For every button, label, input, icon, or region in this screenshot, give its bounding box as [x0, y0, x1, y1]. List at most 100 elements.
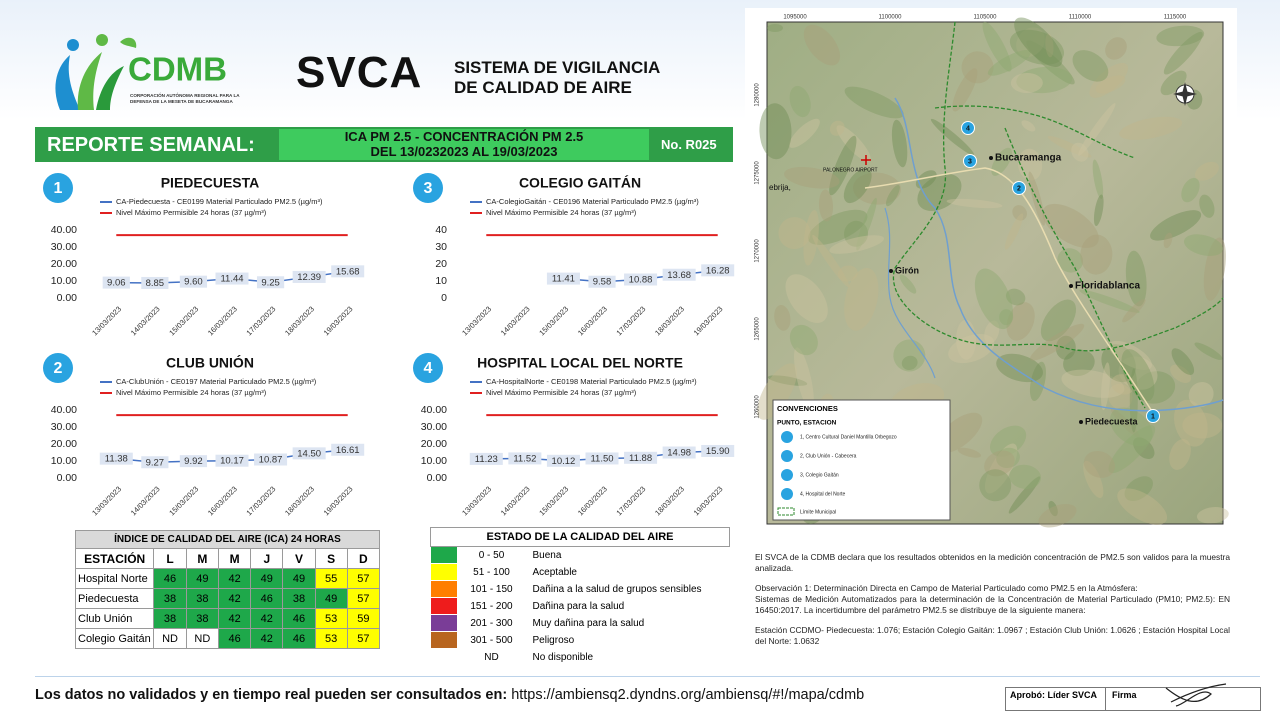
- data-label: 9.06: [107, 278, 126, 289]
- map-hill: [984, 450, 1015, 477]
- data-label-bg: [215, 454, 249, 467]
- data-label-bg: [331, 265, 365, 278]
- map-hill: [757, 363, 798, 420]
- data-label-bg: [292, 447, 326, 460]
- y-tick-label: 20: [435, 258, 447, 270]
- ica-cell: 53: [314, 628, 348, 649]
- footer-url[interactable]: https://ambiensq2.dyndns.org/ambiensq/#!…: [511, 687, 865, 703]
- ica-header-cell: D: [346, 548, 381, 569]
- map-hill: [1026, 40, 1075, 85]
- x-tick-label: 19/03/2023: [322, 304, 355, 337]
- data-label: 11.44: [220, 274, 243, 285]
- map-road: [864, 167, 1156, 417]
- data-label-bg: [102, 276, 130, 289]
- map-hill: [917, 173, 962, 212]
- map-hill: [1038, 503, 1077, 528]
- map-hill: [853, 172, 901, 205]
- ica-cell: 46: [153, 568, 187, 589]
- map-hill: [1194, 342, 1223, 360]
- map-legend-subtitle: PUNTO, ESTACION: [777, 420, 837, 427]
- map-legend: [772, 399, 951, 521]
- logo-leaf: [120, 37, 137, 48]
- map-legend-item: 4, Hospital del Norte: [800, 491, 846, 497]
- footer: Los datos no validados y en tiempo real …: [35, 687, 864, 703]
- map-place: Girón: [895, 265, 919, 275]
- chart-number: 4: [424, 360, 433, 377]
- logo: CDMB CORPORACIÓN AUTÓNOMA REGIONAL PARA …: [55, 34, 240, 110]
- map-hill: [1083, 451, 1116, 478]
- ica-cell: ND: [153, 628, 187, 649]
- data-label: 9.92: [184, 456, 203, 467]
- logo-drop: [67, 39, 79, 51]
- map-hill: [982, 21, 1012, 72]
- report-period: ICA PM 2.5 - CONCENTRACIÓN PM 2.5 DEL 13…: [279, 129, 649, 160]
- data-label-bg: [215, 272, 249, 285]
- note: Estación CCDMO- Piedecuesta: 1.076; Esta…: [755, 624, 1230, 647]
- map-hill: [1083, 460, 1104, 499]
- map-place: Bucaramanga: [995, 153, 1062, 164]
- map-hill: [1109, 407, 1153, 447]
- map-hill: [843, 168, 872, 204]
- map-hill: [987, 50, 1031, 76]
- legend-label: Nivel Máximo Permisible 24 horas (37 µg/…: [486, 208, 637, 217]
- report-label: REPORTE SEMANAL:: [47, 134, 255, 156]
- signature: [1165, 683, 1227, 707]
- map-hill: [1194, 161, 1219, 181]
- estado-range: 201 - 300: [470, 617, 513, 629]
- y-tick-label: 20.00: [51, 258, 77, 270]
- chart-title: COLEGIO GAITÁN: [519, 175, 641, 191]
- x-tick-label: 18/03/2023: [653, 304, 686, 337]
- legend-label: Nivel Máximo Permisible 24 horas (37 µg/…: [116, 388, 267, 397]
- y-tick-label: 0.00: [57, 292, 78, 304]
- data-label-bg: [99, 452, 133, 465]
- map-legend-item: 2, Club Unión - Cabecera: [800, 453, 857, 459]
- map-hill: [996, 353, 1043, 383]
- x-tick-label: 17/03/2023: [614, 484, 647, 517]
- map-hill: [1170, 364, 1192, 383]
- ica-cell: 38: [185, 608, 220, 629]
- x-tick-label: 16/03/2023: [576, 304, 609, 337]
- estado-range: 51 - 100: [473, 566, 510, 578]
- map-y-coord: 1280000: [755, 83, 761, 107]
- ica-cell: 57: [346, 628, 381, 649]
- chart-title: PIEDECUESTA: [161, 175, 260, 191]
- map-hill: [1108, 340, 1152, 371]
- map-hill: [767, 375, 808, 386]
- map-hill: [844, 267, 879, 331]
- legend-label: CA-Piedecuesta - CE0199 Material Particu…: [116, 197, 323, 206]
- y-tick-label: 30.00: [421, 421, 447, 433]
- estado-range: 0 - 50: [478, 549, 505, 561]
- map-compass-star: [1173, 82, 1197, 106]
- report-line: DEL 13/0232023 AL 19/03/2023: [370, 144, 558, 159]
- map-city-dot: [1069, 284, 1073, 288]
- map-hill: [1005, 288, 1026, 306]
- ica-header-cell: M: [185, 548, 220, 569]
- y-tick-label: 0.00: [427, 472, 448, 484]
- map-place: PALONEGRO AIRPORT: [823, 167, 878, 173]
- map-city-dot: [989, 156, 993, 160]
- data-label-bg: [624, 273, 658, 286]
- map-hill: [979, 469, 1012, 502]
- estado-row: 151 - 200 Dañina para la salud: [430, 597, 730, 615]
- estado-swatch: [430, 597, 457, 615]
- map-hill: [844, 220, 869, 247]
- ica-cell: ND: [185, 628, 220, 649]
- estado-swatch: [430, 580, 457, 598]
- ica-header-row: ESTACIÓN L M M J V S D: [74, 548, 381, 569]
- data-label: 10.87: [259, 455, 283, 466]
- map-legend-icon: [781, 431, 793, 443]
- map-hill: [1071, 142, 1089, 162]
- map-hill: [1171, 348, 1195, 375]
- data-label-bg: [469, 452, 503, 465]
- map-legend-item: Límite Municipal: [800, 509, 836, 515]
- map-hill: [789, 118, 820, 148]
- data-label-bg: [254, 453, 288, 466]
- map-hill: [759, 103, 792, 160]
- ica-cell: 46: [282, 628, 316, 649]
- ica-cell: 38: [185, 588, 220, 609]
- y-tick-label: 20.00: [51, 438, 77, 450]
- y-tick-label: 10.00: [51, 275, 77, 287]
- estado-label: Aceptable: [532, 566, 577, 578]
- chart-badge: [413, 353, 443, 383]
- data-label-bg: [141, 456, 169, 469]
